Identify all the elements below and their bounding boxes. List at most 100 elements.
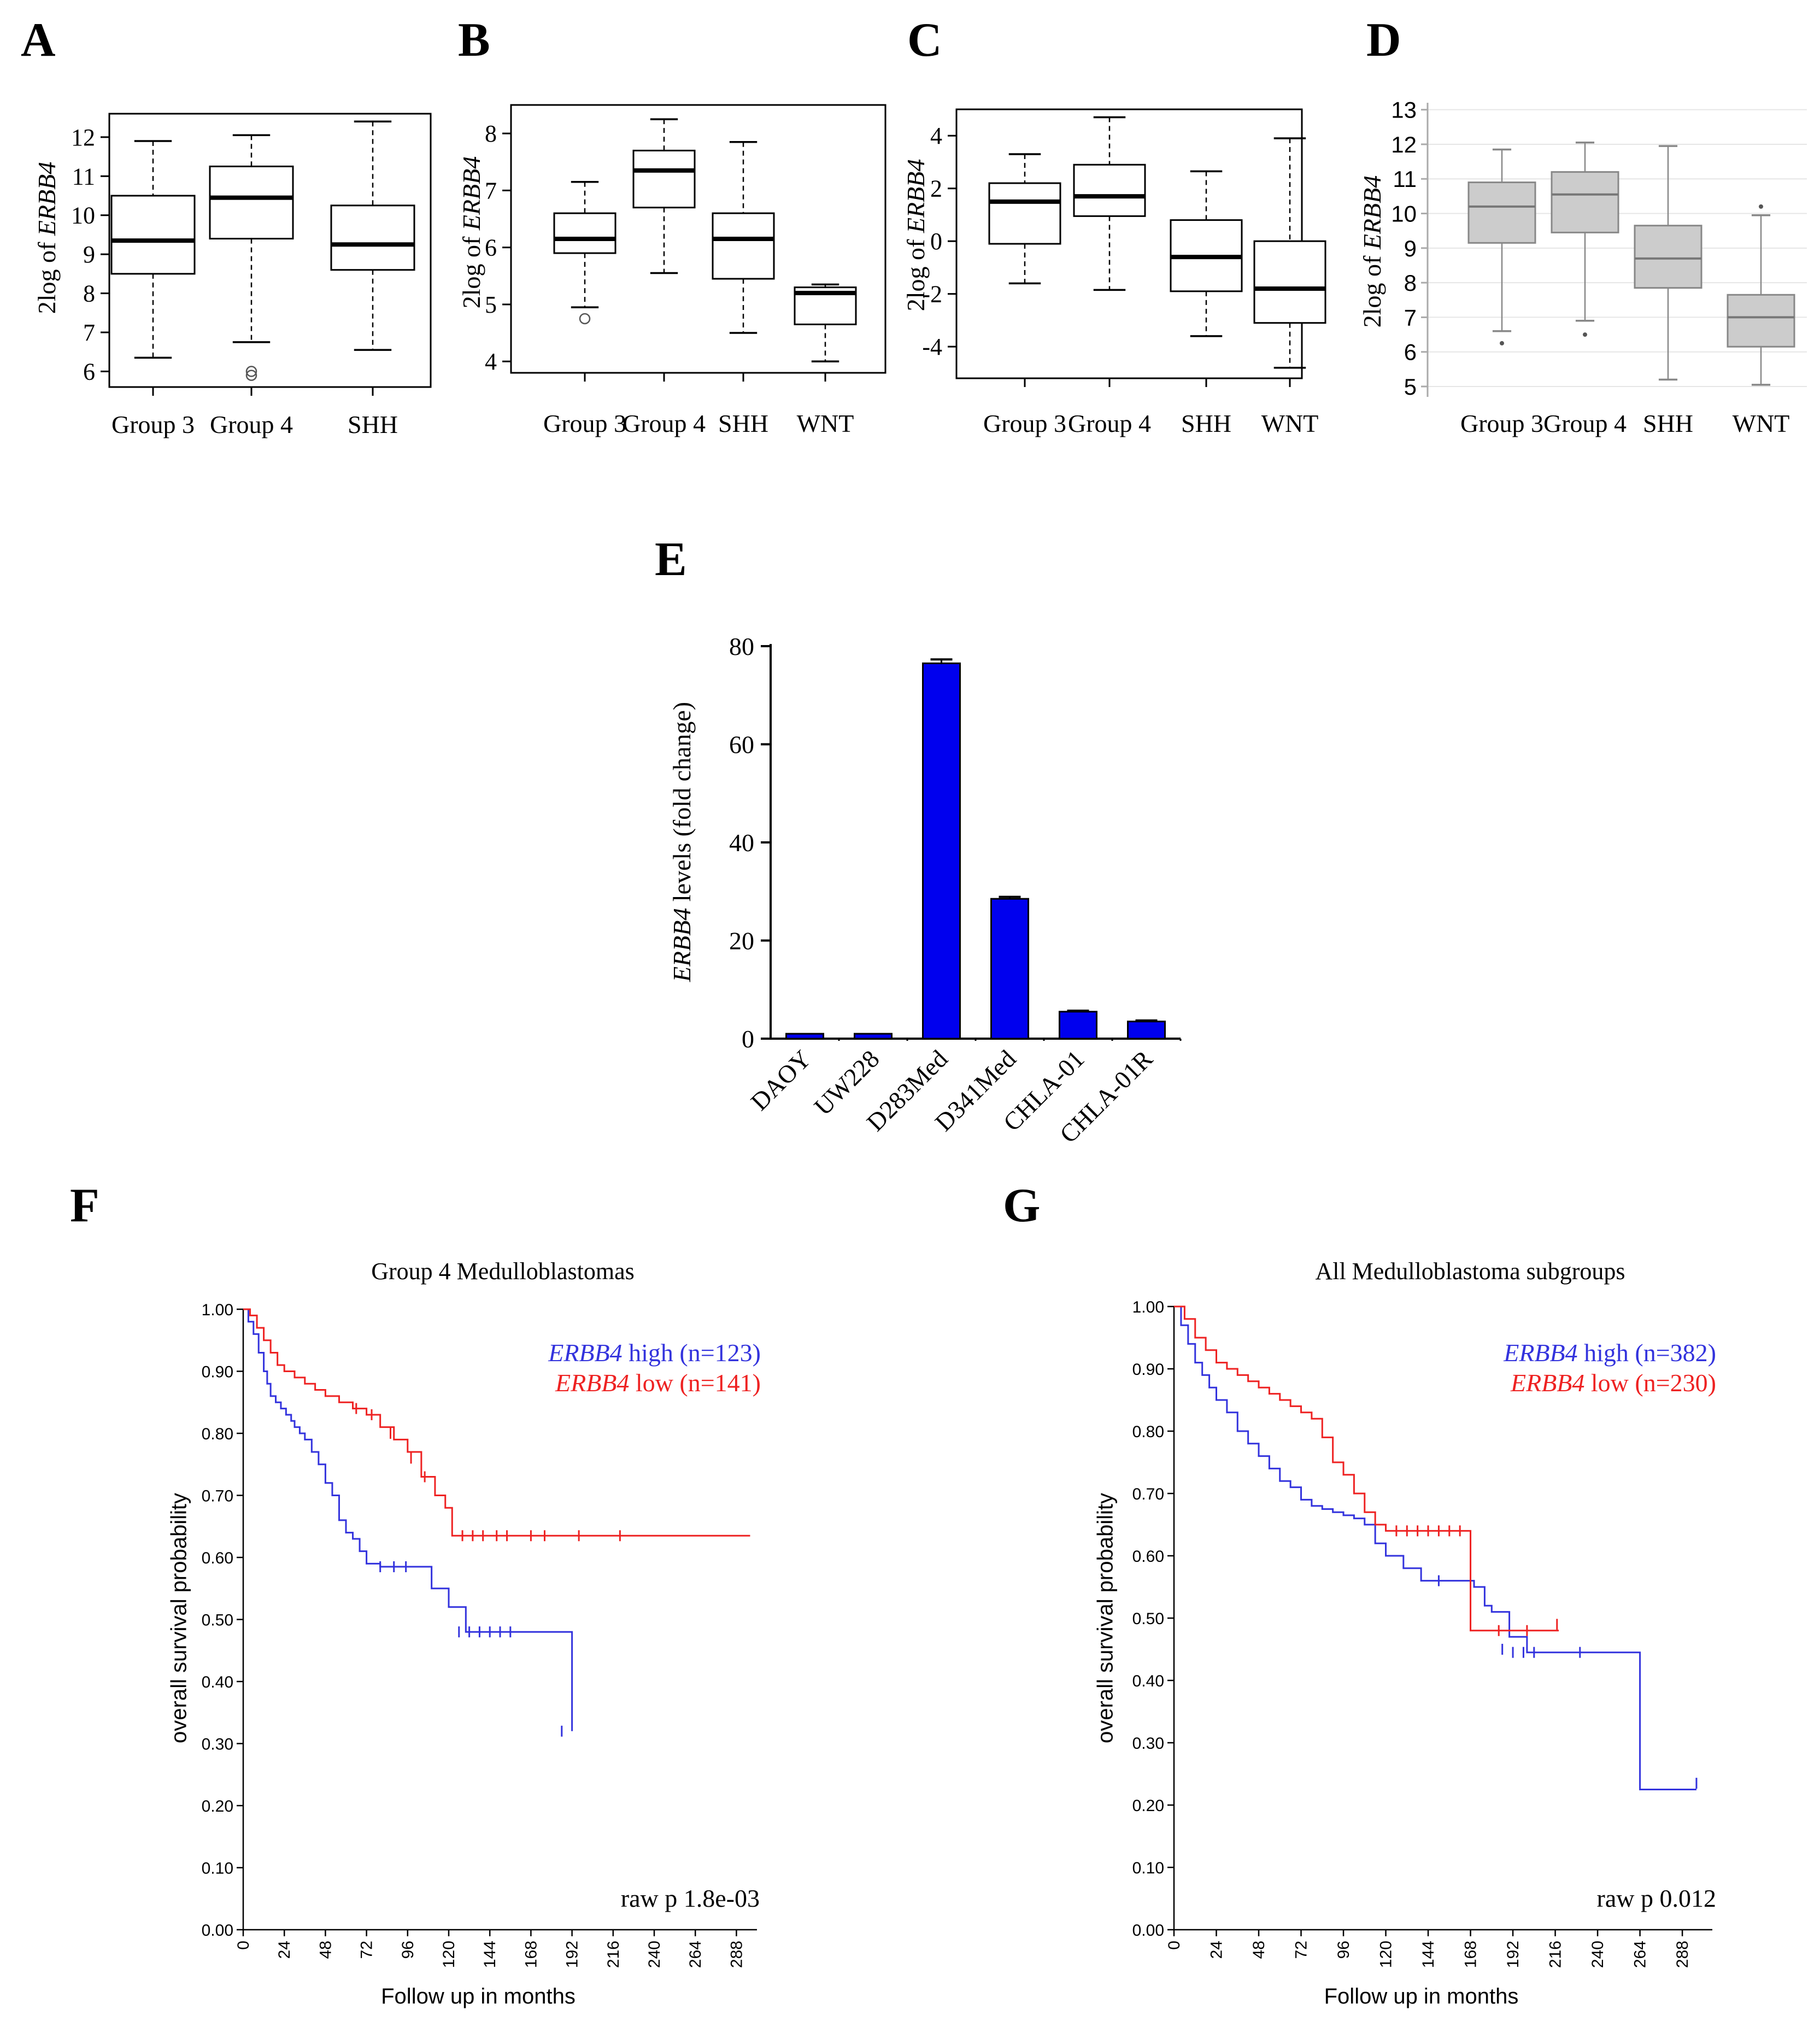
x-tick-label: 0 xyxy=(234,1941,253,1950)
box-group-3 xyxy=(1467,148,1536,345)
y-tick-label: 13 xyxy=(1391,97,1417,123)
y-tick-label: 0.40 xyxy=(1132,1672,1164,1690)
y-tick-label: 1.00 xyxy=(202,1301,233,1319)
x-category-label: Group 4 xyxy=(210,411,293,438)
box-iqr xyxy=(330,204,415,271)
survival-curve xyxy=(1174,1305,1559,1632)
y-axis-label: overall survival probability xyxy=(1094,1493,1118,1743)
box-wnt xyxy=(1727,204,1795,386)
panel-label: E xyxy=(655,533,687,586)
y-tick-label: 11 xyxy=(72,163,95,190)
bar-chla-01r xyxy=(1127,1019,1182,1041)
y-axis-label-gene: ERBB4 xyxy=(902,159,930,233)
x-tick-label: 120 xyxy=(440,1941,458,1968)
y-axis-label-gene: ERBB4 xyxy=(33,162,61,236)
y-tick-label: 60 xyxy=(729,731,754,759)
box-wnt xyxy=(794,283,857,382)
bar-chla-01 xyxy=(1059,1009,1113,1041)
y-tick-label: -4 xyxy=(922,333,942,360)
x-category-label: Group 4 xyxy=(1543,409,1627,437)
x-axis-label: Follow up in months xyxy=(1324,1984,1519,2008)
survival-curve xyxy=(243,1308,573,1731)
panel-f-survival-plot: F Group 4 Medulloblastomas 0.00 0.10 0.20 0.3… xyxy=(70,1179,761,2008)
x-tick-label: 216 xyxy=(1547,1941,1565,1968)
y-tick-label: 12 xyxy=(1391,132,1417,157)
y-tick-label: 1.00 xyxy=(1132,1298,1164,1316)
legend-rest: low (n=230) xyxy=(1584,1369,1716,1397)
plot-frame xyxy=(510,104,886,374)
x-tick-label: 264 xyxy=(686,1941,704,1968)
y-tick-label: 0.70 xyxy=(1132,1485,1164,1503)
box-iqr xyxy=(553,212,617,254)
box-shh xyxy=(712,141,775,382)
y-tick-label: 7 xyxy=(485,177,497,204)
bar xyxy=(1059,1011,1097,1040)
panel-label: F xyxy=(70,1179,99,1232)
box-iqr xyxy=(988,182,1061,245)
y-tick-label: 0.70 xyxy=(202,1487,233,1506)
y-tick-label: 0.10 xyxy=(202,1860,233,1878)
series-erbb4-low xyxy=(243,1308,750,1542)
outlier-point xyxy=(579,313,591,325)
y-tick-label: 8 xyxy=(1404,270,1417,296)
bar xyxy=(854,1033,893,1040)
y-tick-label: 4 xyxy=(930,122,942,149)
panel-d-boxplot: D 5 6 7 8 9 10 11 12 13 2log of ERBB4 Group 3 Group … xyxy=(1358,14,1807,437)
bar xyxy=(785,1033,824,1040)
x-tick-label: 240 xyxy=(1589,1941,1607,1968)
x-tick-label: 24 xyxy=(1208,1941,1226,1959)
panel-label: B xyxy=(458,14,490,67)
y-tick-label: 5 xyxy=(1404,374,1417,400)
y-tick-label: 0 xyxy=(742,1025,754,1053)
x-category-label: WNT xyxy=(1261,409,1319,437)
box-iqr xyxy=(1073,163,1146,217)
y-axis-label: ERBB4 levels (fold change) xyxy=(668,702,696,982)
x-category-label: SHH xyxy=(1643,409,1693,437)
y-tick-label: 9 xyxy=(83,241,95,268)
legend-gene: ERBB4 xyxy=(555,1369,629,1397)
x-tick-label: 72 xyxy=(358,1941,376,1959)
x-category-label: SHH xyxy=(1181,409,1231,437)
bar xyxy=(990,898,1029,1040)
panel-g-survival-plot: G All Medulloblastoma subgroups 0.00 0.10 0.… xyxy=(1003,1179,1716,2008)
y-tick-label: 12 xyxy=(71,124,95,151)
x-category-label: WNT xyxy=(1733,409,1790,437)
x-category-label: SHH xyxy=(718,409,768,437)
y-tick-label: 0.40 xyxy=(202,1673,233,1691)
legend-rest: low (n=141) xyxy=(629,1369,761,1397)
y-axis-label: 2log of ERBB4 xyxy=(1358,175,1386,328)
y-tick-label: 0.00 xyxy=(202,1922,233,1940)
x-category-label: Group 4 xyxy=(623,409,706,437)
x-tick-label: 24 xyxy=(275,1941,293,1959)
x-tick-label: 96 xyxy=(1335,1941,1353,1959)
outlier-point xyxy=(1500,341,1504,345)
plot-frame xyxy=(108,113,432,388)
bar-d283med xyxy=(922,658,977,1041)
box-iqr xyxy=(209,165,294,240)
bar-daoy xyxy=(785,1033,840,1041)
y-tick-label: 0.60 xyxy=(202,1549,233,1567)
x-category-label: Group 3 xyxy=(1460,409,1543,437)
y-tick-label: 0.90 xyxy=(202,1363,233,1381)
box-iqr xyxy=(1634,225,1702,289)
y-tick-label: 4 xyxy=(485,348,497,375)
survival-curve xyxy=(1174,1305,1696,1790)
legend-gene: ERBB4 xyxy=(1503,1339,1577,1367)
y-axis-label-gene: ERBB4 xyxy=(457,156,485,231)
series-erbb4-low xyxy=(1174,1305,1559,1636)
bar-d341med xyxy=(990,895,1045,1041)
x-category-label: WNT xyxy=(797,409,854,437)
y-tick-label: 20 xyxy=(729,927,754,955)
y-axis-label-prefix: 2log of xyxy=(33,236,61,314)
legend-rest: high (n=382) xyxy=(1578,1339,1716,1367)
series-erbb4-high xyxy=(243,1308,573,1737)
y-tick-label: 6 xyxy=(83,358,95,385)
y-tick-label: 8 xyxy=(485,120,497,147)
box-iqr xyxy=(1253,240,1326,324)
x-tick-label: 216 xyxy=(604,1941,623,1968)
y-tick-label: 6 xyxy=(485,235,497,261)
y-tick-label: 10 xyxy=(1391,201,1417,227)
